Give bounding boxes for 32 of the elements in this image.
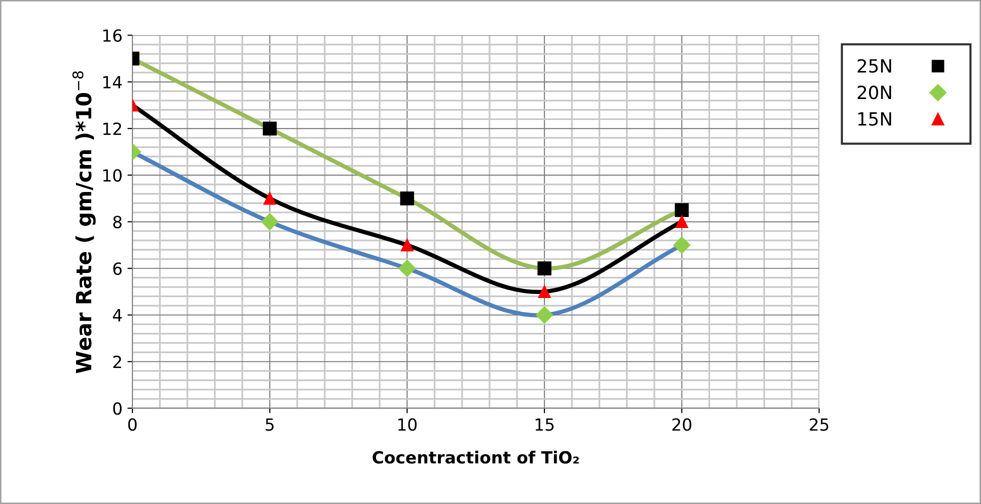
point [400, 238, 414, 252]
x-tick-label: 20 [672, 418, 692, 431]
y-tick-label: 8 [113, 216, 122, 228]
y-tick-label: 6 [113, 262, 122, 275]
y-tick-label: 16 [103, 29, 122, 42]
y-tick-label: 2 [113, 356, 122, 368]
point [398, 260, 416, 277]
legend-label: 20N [858, 86, 892, 100]
x-tick-label: 15 [536, 418, 554, 431]
point [674, 203, 689, 218]
x-tick-label: 0 [128, 418, 137, 431]
y-axis-title: Wear Rate ( gm/cm )*10$^{−8}$ [72, 71, 96, 374]
point [538, 261, 552, 276]
x-tick-label: 5 [266, 418, 274, 431]
point [536, 306, 554, 324]
point [538, 285, 551, 298]
y-tick-label: 4 [112, 309, 122, 322]
point [676, 216, 688, 228]
y-tick-label: 0 [113, 402, 122, 415]
point [264, 192, 276, 205]
point [400, 192, 414, 206]
x-tick-label: 10 [398, 418, 417, 431]
point [673, 236, 690, 254]
y-tick-label: 10 [103, 169, 122, 182]
x-tick-label: 25 [810, 418, 828, 431]
point [262, 122, 277, 136]
y-tick-label: 14 [103, 76, 122, 88]
legend-label: 15N [858, 112, 892, 126]
y-tick-label: 12 [103, 122, 122, 135]
x-axis-title: Cocentractiont of TiO₂ [372, 450, 579, 464]
legend-label: 25N [858, 59, 892, 73]
point [261, 213, 278, 230]
